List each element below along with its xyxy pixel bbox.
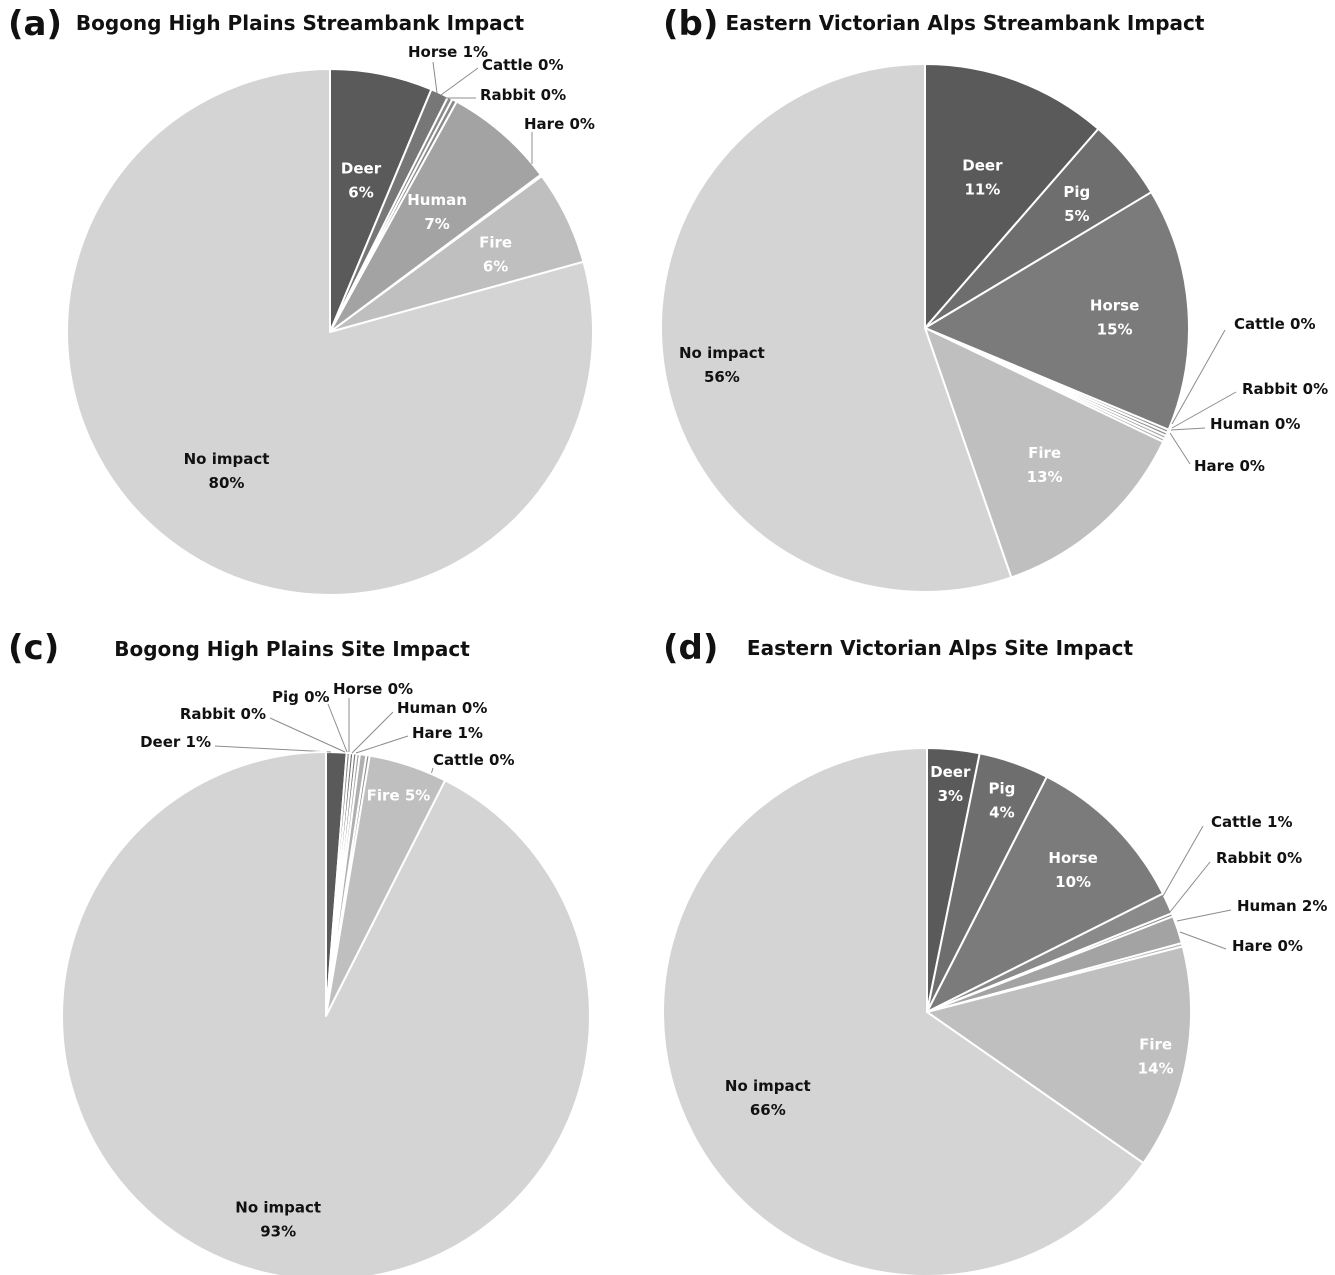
slice-label-no-impact: No impact 66% — [725, 1077, 811, 1119]
slice-label-cattle: Cattle 0% — [482, 56, 563, 74]
leader-line-hare — [1169, 432, 1191, 465]
panel-letter-a: (a) — [8, 4, 63, 44]
slice-label-hare: Hare 0% — [524, 115, 595, 133]
pie-slice-no-impact — [61, 751, 591, 1275]
pie-chart-a: Deer 6% Horse 1%Cattle 0% Rabbit 0% Human 7% H… — [66, 43, 595, 596]
slice-label-human: Human 0% — [1210, 415, 1300, 433]
leader-line-rabbit — [1171, 391, 1237, 429]
slice-label-horse: Horse 15% — [1090, 296, 1139, 338]
slice-label-hare: Hare 0% — [1194, 457, 1265, 475]
slice-label-no-impact: No impact 56% — [679, 344, 765, 386]
chart-title-d: Eastern Victorian Alps Site Impact — [746, 636, 1134, 660]
pie-slice-fire — [924, 327, 1165, 579]
leader-line-rabbit — [1169, 861, 1211, 913]
slice-label-fire: Fire 6% — [479, 234, 512, 276]
slice-label-deer: Deer 11% — [962, 157, 1003, 199]
leader-line-hare — [355, 735, 409, 754]
slice-label-cattle: Cattle 1% — [1211, 813, 1292, 831]
slice-label-pig: Pig 5% — [1063, 183, 1090, 225]
pie-slice-deer — [924, 63, 1100, 329]
pie-slice-horse — [924, 191, 1191, 431]
slice-label-fire: Fire 5% — [367, 786, 431, 804]
leader-line-cattle — [440, 67, 479, 96]
leader-line-rabbit — [269, 717, 346, 753]
pie-chart-c: Deer 1% Rabbit 0% Pig 0% Horse 0%Human 0% Ha… — [61, 680, 591, 1275]
leader-line-pig — [327, 703, 348, 753]
slice-label-human: Human 0% — [397, 699, 487, 717]
slice-label-rabbit: Rabbit 0% — [1216, 849, 1302, 867]
slice-label-horse: Horse 0% — [333, 680, 413, 698]
slice-label-hare: Hare 0% — [1232, 937, 1303, 955]
pie-slice-horse — [926, 775, 1164, 1013]
leader-line-horse — [432, 61, 438, 94]
pie-slice-no-impact — [660, 63, 1013, 593]
leader-line-human — [1176, 909, 1232, 922]
pie-chart-b: Deer 11% Pig 5% Horse 15% Cattle 0% Rabbit 0% Hu… — [660, 63, 1328, 593]
slice-label-fire: Fire 14% — [1138, 1035, 1174, 1077]
slice-label-human: Human 7% — [407, 191, 467, 233]
slice-label-deer: Deer 3% — [930, 763, 971, 805]
slice-label-pig: Pig 0% — [272, 688, 330, 706]
panel-letter-d: (d) — [663, 628, 719, 668]
pie-slice-fire — [926, 945, 1193, 1165]
leader-line-human — [351, 711, 394, 754]
slice-label-cattle: Cattle 0% — [1234, 315, 1315, 333]
slice-label-horse: Horse 10% — [1048, 849, 1097, 891]
slice-label-rabbit: Rabbit 0% — [1242, 380, 1328, 398]
chart-title-b: Eastern Victorian Alps Streambank Impact — [725, 11, 1205, 35]
pie-slice-no-impact — [662, 747, 1145, 1275]
pie-slice-human — [329, 100, 542, 333]
pie-slice-no-impact — [66, 68, 594, 596]
slice-label-human: Human 2% — [1237, 897, 1327, 915]
slice-label-deer: Deer 6% — [341, 159, 382, 201]
panel-letter-c: (c) — [8, 628, 60, 668]
leader-line-cattle — [1162, 825, 1204, 897]
slice-label-hare: Hare 1% — [412, 724, 483, 742]
leader-line-hare — [1179, 931, 1227, 950]
slice-label-cattle: Cattle 0% — [433, 751, 514, 769]
slice-label-pig: Pig 4% — [988, 780, 1015, 822]
slice-label-horse: Horse 1% — [408, 43, 488, 61]
panel-letter-b: (b) — [663, 4, 719, 44]
leader-line-cattle — [1171, 329, 1226, 425]
slice-label-fire: Fire 13% — [1027, 444, 1063, 486]
slice-label-no-impact: No impact 80% — [184, 450, 270, 492]
leader-line-deer — [214, 745, 332, 753]
chart-title-c: Bogong High Plains Site Impact — [114, 637, 470, 661]
chart-title-a: Bogong High Plains Streambank Impact — [75, 11, 525, 35]
slice-label-no-impact: No impact 93% — [235, 1198, 321, 1240]
slice-label-rabbit: Rabbit 0% — [480, 86, 566, 104]
leader-line-human — [1170, 427, 1206, 431]
slice-label-deer: Deer 1% — [140, 733, 211, 751]
slice-label-rabbit: Rabbit 0% — [180, 705, 266, 723]
pie-chart-d: Deer 3% Pig 4% Horse 10% Cattle 1% Rabbit 0% Hum… — [662, 747, 1327, 1275]
